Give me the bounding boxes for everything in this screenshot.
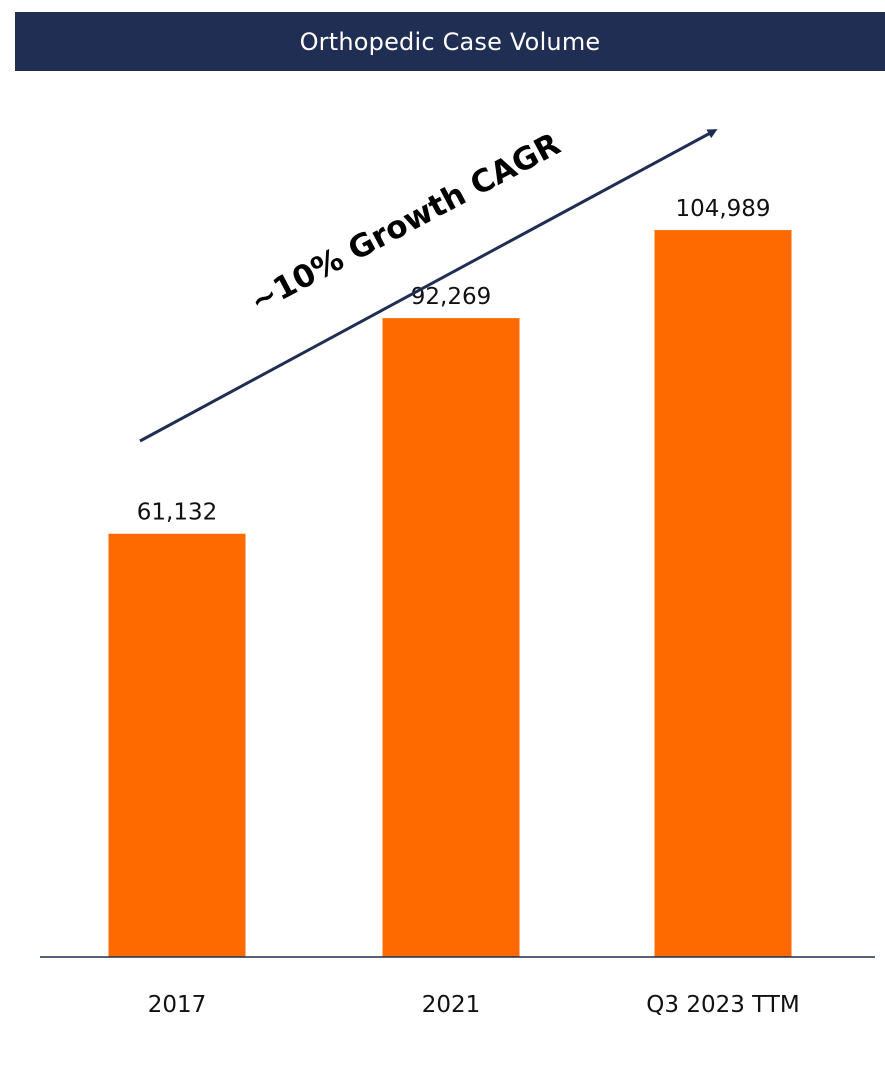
category-label-1: 2021: [422, 992, 481, 1018]
bar-value-label-2: 104,989: [675, 196, 770, 222]
category-label-0: 2017: [148, 992, 207, 1018]
bars-group: [108, 230, 792, 957]
growth-arrow-line: [139, 129, 718, 443]
category-label-2: Q3 2023 TTM: [646, 992, 799, 1018]
bar-0: [108, 533, 246, 957]
bar-2: [654, 230, 792, 957]
bar-1: [382, 318, 520, 957]
bar-value-label-0: 61,132: [137, 500, 217, 526]
chart-title-banner: Orthopedic Case Volume: [15, 12, 885, 71]
category-labels-group: 2017 2021 Q3 2023 TTM: [148, 992, 800, 1018]
chart-title: Orthopedic Case Volume: [299, 27, 601, 56]
growth-annotation: ~10% Growth CAGR: [244, 126, 566, 320]
